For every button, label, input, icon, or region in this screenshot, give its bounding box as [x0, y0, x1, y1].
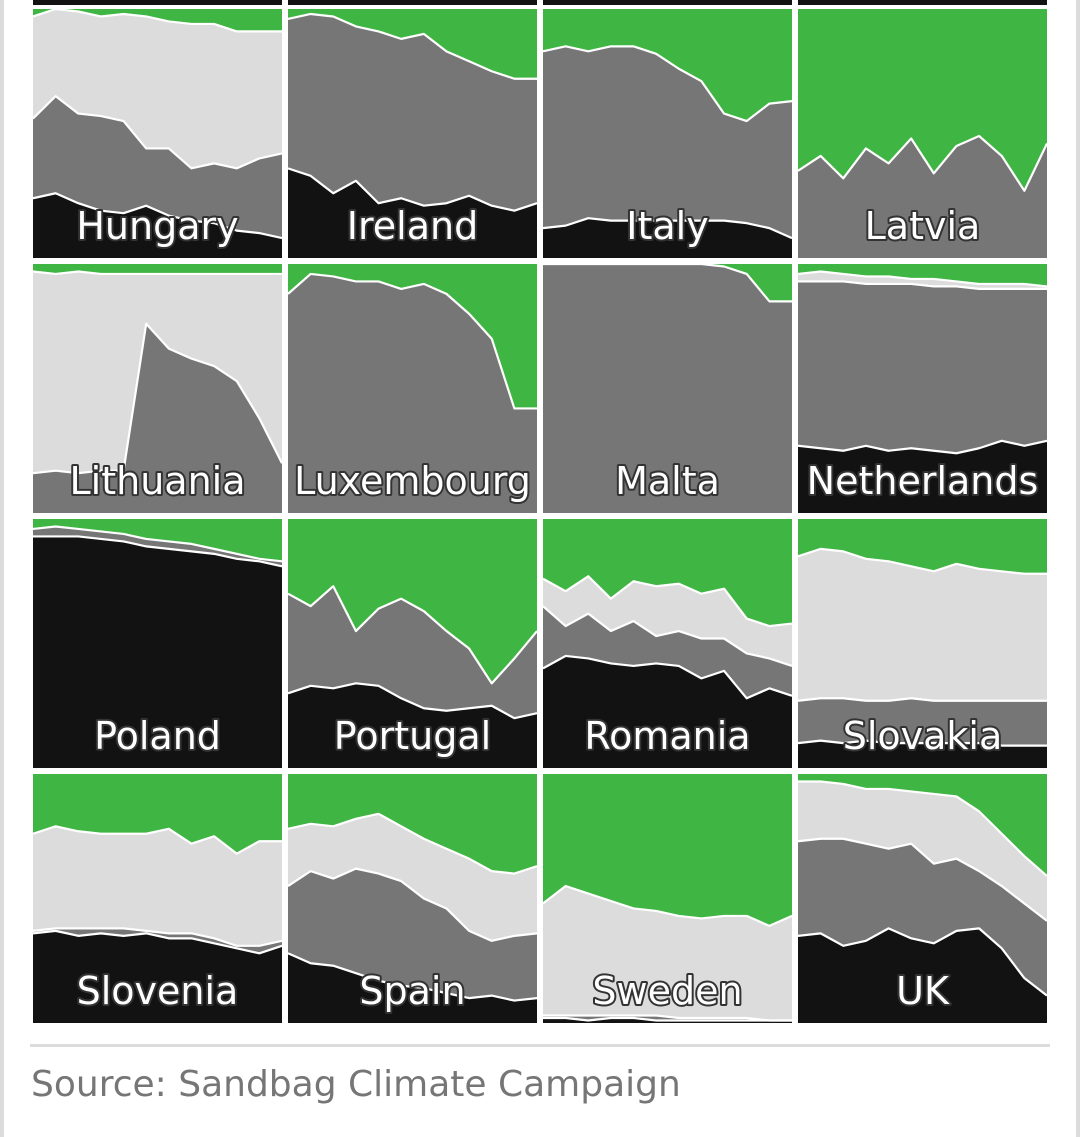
gas-boundary-line	[32, 927, 283, 947]
country-label: Slovenia	[77, 969, 239, 1013]
panel-uk: UK	[797, 774, 1048, 1023]
coal-boundary-line	[32, 192, 283, 240]
panel-netherlands: Netherlands	[797, 264, 1048, 513]
small-multiples-chart: Hungary Ireland Italy Latvia Lithuania Luxemb…	[32, 0, 1048, 1023]
panel-italy: Italy	[542, 9, 793, 258]
country-label: Hungary	[76, 204, 238, 248]
gas-boundary-line	[798, 280, 1047, 290]
country-label: Luxembourg	[294, 459, 531, 503]
coal-area	[33, 536, 282, 768]
coal-boundary-line	[32, 929, 283, 955]
coal-boundary-line	[542, 217, 793, 240]
partial-panel-strip	[798, 0, 1047, 5]
nuclear-boundary-line	[32, 270, 282, 276]
country-label: Lithuania	[69, 459, 245, 503]
partial-panel-strip	[288, 0, 537, 5]
panel-latvia: Latvia	[797, 9, 1048, 258]
coal-boundary-line	[287, 952, 538, 1002]
gas-area	[543, 264, 792, 513]
coal-boundary-line	[542, 654, 793, 700]
partial-panel-strip	[33, 0, 282, 5]
coal-boundary-line	[33, 535, 283, 568]
gas-boundary-line	[797, 697, 1047, 702]
panel-luxembourg: Luxembourg	[287, 264, 537, 513]
panel-slovakia: Slovakia	[797, 519, 1047, 768]
coal-area	[798, 740, 1047, 768]
coal-boundary-line	[797, 439, 1048, 455]
coal-area	[288, 168, 537, 258]
nuclear-boundary-line	[797, 270, 1048, 288]
gas-area	[543, 46, 792, 258]
nuclear-boundary-line	[32, 7, 282, 33]
partial-panel-strip	[543, 0, 792, 5]
coal-boundary-line	[797, 927, 1048, 997]
gas-boundary-line	[797, 837, 1048, 922]
panel-romania: Romania	[542, 519, 793, 768]
nuclear-boundary-line	[542, 884, 793, 927]
country-label: Ireland	[347, 204, 478, 248]
country-label: Slovakia	[843, 714, 1003, 758]
panel-poland: Poland	[32, 519, 283, 768]
coal-area	[798, 440, 1047, 513]
country-label: UK	[896, 969, 950, 1013]
panel-spain: Spain	[287, 774, 538, 1023]
gas-boundary-line	[287, 272, 537, 410]
gas-boundary-line	[543, 1014, 792, 1022]
panel-portugal: Portugal	[287, 519, 538, 768]
gas-area	[288, 273, 537, 513]
coal-boundary-line	[287, 682, 538, 720]
nuclear-boundary-line	[32, 825, 282, 855]
source-note: Source: Sandbag Climate Campaign	[31, 1064, 681, 1105]
country-label: Malta	[615, 459, 720, 503]
country-label: Latvia	[865, 204, 981, 248]
country-label: Portugal	[334, 714, 491, 758]
panel-ireland: Ireland	[287, 9, 538, 259]
nuclear-boundary-line	[798, 780, 1048, 877]
country-label: Poland	[94, 714, 221, 758]
gas-boundary-line	[32, 525, 283, 563]
panel-sweden: Sweden	[542, 774, 793, 1023]
country-label: Italy	[626, 204, 708, 248]
gas-area	[798, 135, 1047, 258]
coal-area	[798, 928, 1047, 1023]
coal-boundary-line	[797, 739, 1047, 747]
country-label: Netherlands	[807, 459, 1039, 503]
coal-area	[288, 683, 537, 768]
panel-slovenia: Slovenia	[32, 774, 283, 1023]
gas-boundary-line	[542, 605, 793, 667]
gas-boundary-line	[542, 45, 793, 123]
gas-boundary-line	[543, 262, 792, 303]
coal-boundary-line	[287, 167, 538, 212]
country-label: Spain	[359, 969, 465, 1013]
panel-hungary: Hungary	[32, 7, 283, 259]
coal-area	[543, 655, 792, 768]
nuclear-boundary-line	[287, 812, 538, 875]
coal-area	[543, 218, 792, 258]
nuclear-area	[543, 886, 792, 1023]
gas-boundary-line	[287, 867, 538, 942]
gas-boundary-line	[797, 134, 1048, 192]
gas-boundary-line	[287, 585, 538, 685]
coal-area	[288, 953, 537, 1023]
coal-boundary-line	[543, 1016, 792, 1022]
panel-lithuania: Lithuania	[32, 264, 283, 513]
nuclear-boundary-line	[797, 547, 1047, 575]
country-label: Sweden	[592, 969, 742, 1013]
coal-area	[33, 930, 282, 1023]
gas-boundary-line	[287, 12, 537, 80]
nuclear-boundary-line	[542, 575, 793, 628]
gas-boundary-line	[32, 322, 283, 475]
panel-malta: Malta	[543, 262, 792, 513]
country-label: Romania	[584, 714, 750, 758]
gas-boundary-line	[32, 95, 283, 170]
divider	[30, 1044, 1050, 1047]
